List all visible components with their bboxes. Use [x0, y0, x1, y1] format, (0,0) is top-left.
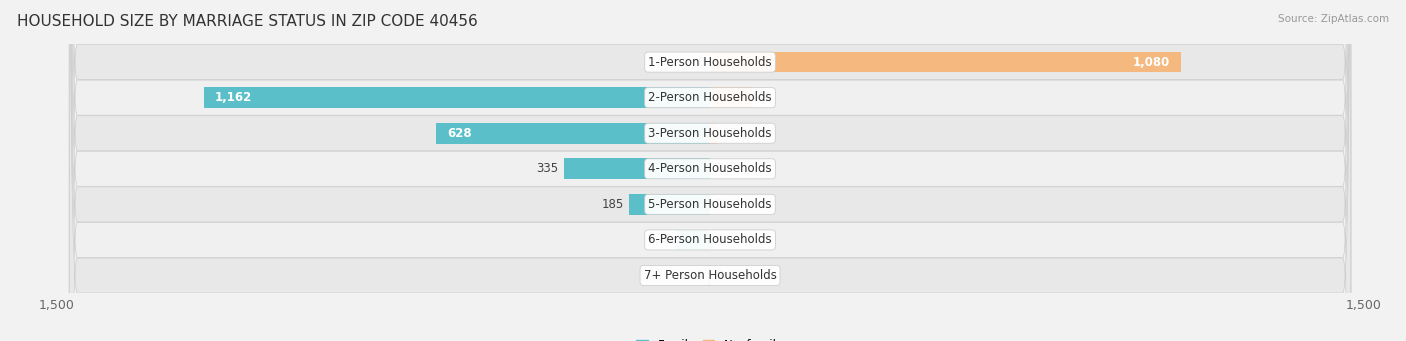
Bar	[204, 87, 710, 108]
FancyBboxPatch shape	[69, 0, 1351, 341]
Text: Source: ZipAtlas.com: Source: ZipAtlas.com	[1278, 14, 1389, 24]
Text: HOUSEHOLD SIZE BY MARRIAGE STATUS IN ZIP CODE 40456: HOUSEHOLD SIZE BY MARRIAGE STATUS IN ZIP…	[17, 14, 478, 29]
FancyBboxPatch shape	[69, 0, 1351, 341]
Text: 628: 628	[447, 127, 472, 140]
Text: 4-Person Households: 4-Person Households	[648, 162, 772, 175]
FancyBboxPatch shape	[69, 0, 1351, 341]
Legend: Family, Nonfamily: Family, Nonfamily	[631, 335, 789, 341]
Bar	[436, 123, 710, 144]
Text: 6-Person Households: 6-Person Households	[648, 234, 772, 247]
Text: 335: 335	[537, 162, 558, 175]
FancyBboxPatch shape	[69, 0, 1351, 341]
Text: 76: 76	[657, 234, 672, 247]
FancyBboxPatch shape	[69, 0, 1351, 341]
FancyBboxPatch shape	[69, 0, 1351, 341]
Text: 5-Person Households: 5-Person Households	[648, 198, 772, 211]
Text: 0: 0	[716, 269, 723, 282]
Text: 185: 185	[602, 198, 624, 211]
Text: 1,080: 1,080	[1133, 56, 1170, 69]
FancyBboxPatch shape	[69, 0, 1351, 341]
Text: 0: 0	[716, 234, 723, 247]
Text: 0: 0	[716, 162, 723, 175]
Text: 0: 0	[697, 56, 704, 69]
Bar	[710, 123, 717, 144]
Bar	[710, 52, 1181, 72]
Bar	[676, 229, 710, 250]
Text: 0: 0	[716, 198, 723, 211]
Text: 1-Person Households: 1-Person Households	[648, 56, 772, 69]
Text: 4: 4	[696, 269, 703, 282]
Bar	[630, 194, 710, 215]
Text: 96: 96	[756, 91, 772, 104]
Bar	[709, 265, 710, 286]
Text: 17: 17	[723, 127, 738, 140]
Text: 7+ Person Households: 7+ Person Households	[644, 269, 776, 282]
Text: 2-Person Households: 2-Person Households	[648, 91, 772, 104]
Text: 3-Person Households: 3-Person Households	[648, 127, 772, 140]
Bar	[564, 159, 710, 179]
Text: 1,162: 1,162	[215, 91, 252, 104]
Bar	[710, 87, 752, 108]
